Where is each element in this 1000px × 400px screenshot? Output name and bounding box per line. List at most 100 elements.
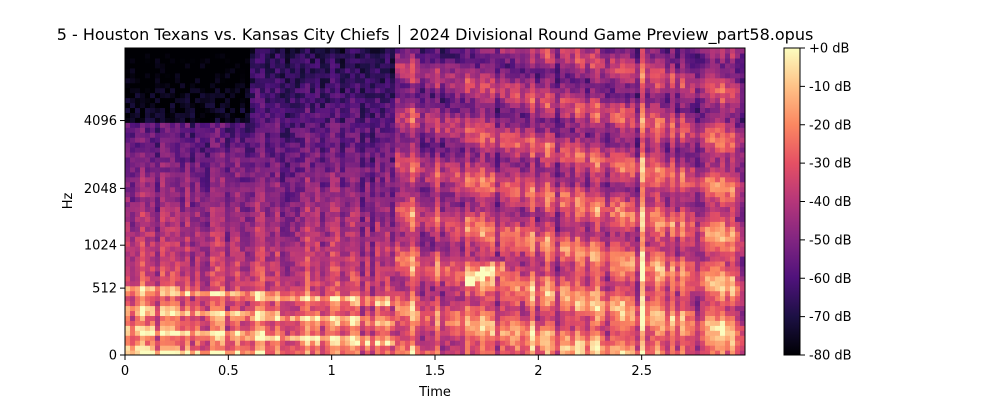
spectrogram-cell xyxy=(290,300,296,307)
spectrogram-cell xyxy=(475,57,481,64)
spectrogram-cell xyxy=(200,186,206,193)
spectrogram-cell xyxy=(420,72,426,79)
spectrogram-cell xyxy=(230,340,236,346)
spectrogram-cell xyxy=(345,280,351,287)
spectrogram-cell xyxy=(265,330,271,336)
spectrogram-cell xyxy=(310,181,316,188)
spectrogram-cell xyxy=(335,300,341,307)
spectrogram-cell xyxy=(305,181,311,188)
spectrogram-cell xyxy=(225,77,231,84)
spectrogram-cell xyxy=(415,350,421,355)
spectrogram-cell xyxy=(515,305,521,312)
spectrogram-cell xyxy=(505,102,511,109)
spectrogram-cell xyxy=(430,57,436,64)
spectrogram-cell xyxy=(325,147,331,153)
spectrogram-cell xyxy=(260,112,266,118)
spectrogram-cell xyxy=(340,112,346,118)
spectrogram-cell xyxy=(490,147,496,153)
spectrogram-cell xyxy=(410,290,416,297)
spectrogram-cell xyxy=(510,127,516,133)
spectrogram-cell xyxy=(445,285,451,292)
spectrogram-cell xyxy=(250,265,256,272)
spectrogram-cell xyxy=(305,345,311,351)
spectrogram-cell xyxy=(300,117,306,123)
spectrogram-cell xyxy=(465,206,471,212)
spectrogram-cell xyxy=(355,310,361,316)
spectrogram-cell xyxy=(425,280,431,287)
spectrogram-cell xyxy=(190,171,196,178)
spectrogram-cell xyxy=(515,137,521,143)
spectrogram-cell xyxy=(390,151,396,158)
spectrogram-cell xyxy=(300,275,306,282)
spectrogram-cell xyxy=(130,151,136,158)
spectrogram-cell xyxy=(155,72,161,79)
spectrogram-cell xyxy=(150,112,156,118)
spectrogram-cell xyxy=(125,280,131,287)
spectrogram-cell xyxy=(270,206,276,212)
spectrogram-cell xyxy=(185,122,191,128)
spectrogram-cell xyxy=(505,132,511,138)
spectrogram-cell xyxy=(165,156,171,163)
spectrogram-cell xyxy=(340,206,346,212)
spectrogram-cell xyxy=(435,166,441,173)
spectrogram-cell xyxy=(145,330,151,336)
spectrogram-cell xyxy=(310,117,316,123)
spectrogram-cell xyxy=(435,280,441,287)
spectrogram-cell xyxy=(400,161,406,168)
spectrogram-cell xyxy=(270,236,276,242)
spectrogram-cell xyxy=(350,52,356,59)
spectrogram-cell xyxy=(250,275,256,282)
spectrogram-cell xyxy=(470,251,476,257)
spectrogram-cell xyxy=(455,176,461,183)
spectrogram-cell xyxy=(175,290,181,297)
spectrogram-cell xyxy=(490,48,496,54)
spectrogram-cell xyxy=(155,171,161,178)
spectrogram-cell xyxy=(135,290,141,297)
spectrogram-cell xyxy=(365,345,371,351)
spectrogram-cell xyxy=(495,72,501,79)
spectrogram-cell xyxy=(305,62,311,69)
spectrogram-cell xyxy=(440,211,446,217)
spectrogram-cell xyxy=(195,315,201,321)
spectrogram-cell xyxy=(505,191,511,198)
spectrogram-cell xyxy=(505,251,511,257)
spectrogram-cell xyxy=(405,290,411,297)
spectrogram-cell xyxy=(405,186,411,193)
spectrogram-cell xyxy=(205,206,211,212)
spectrogram-cell xyxy=(360,201,366,208)
spectrogram-cell xyxy=(420,345,426,351)
spectrogram-cell xyxy=(130,72,136,79)
spectrogram-cell xyxy=(285,216,291,222)
spectrogram-cell xyxy=(325,280,331,287)
spectrogram-cell xyxy=(195,82,201,89)
spectrogram-cell xyxy=(490,137,496,143)
spectrogram-cell xyxy=(410,206,416,212)
spectrogram-cell xyxy=(415,241,421,247)
spectrogram-cell xyxy=(455,137,461,143)
spectrogram-cell xyxy=(520,151,526,158)
spectrogram-cell xyxy=(200,350,206,355)
spectrogram-cell xyxy=(350,72,356,79)
spectrogram-cell xyxy=(125,350,131,355)
spectrogram-cell xyxy=(510,345,516,351)
spectrogram-cell xyxy=(455,151,461,158)
spectrogram-cell xyxy=(210,161,216,168)
spectrogram-cell xyxy=(230,350,236,355)
spectrogram-cell xyxy=(400,77,406,84)
spectrogram-cell xyxy=(500,305,506,312)
spectrogram-cell xyxy=(370,211,376,217)
spectrogram-cell xyxy=(210,132,216,138)
spectrogram-cell xyxy=(180,305,186,312)
spectrogram-cell xyxy=(150,186,156,193)
spectrogram-cell xyxy=(335,147,341,153)
spectrogram-cell xyxy=(250,67,256,74)
spectrogram-cell xyxy=(475,52,481,59)
spectrogram-cell xyxy=(420,92,426,99)
spectrogram-cell xyxy=(335,166,341,173)
spectrogram-cell xyxy=(430,97,436,104)
spectrogram-cell xyxy=(435,191,441,198)
spectrogram-cell xyxy=(310,201,316,208)
spectrogram-cell xyxy=(130,260,136,267)
spectrogram-cell xyxy=(295,251,301,257)
spectrogram-cell xyxy=(410,270,416,277)
